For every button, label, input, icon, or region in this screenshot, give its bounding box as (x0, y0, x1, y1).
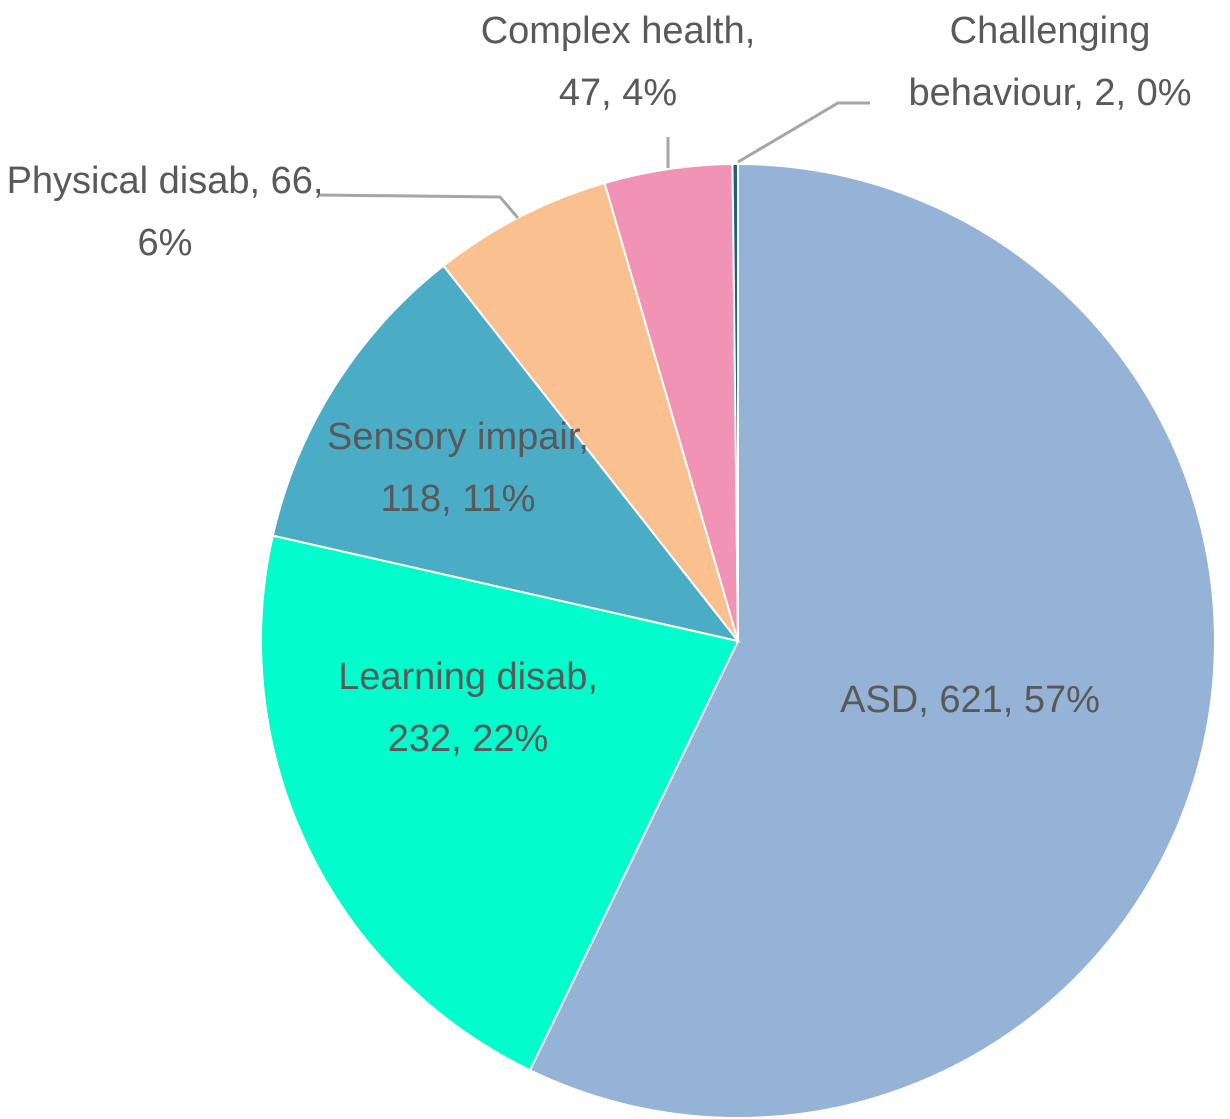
data-label: ASD, 621, 57% (840, 679, 1100, 721)
pie-slice (731, 162, 739, 642)
data-label: Sensory impair, 118, 11% (327, 416, 589, 520)
data-label: Challenging behaviour, 2, 0% (908, 10, 1192, 114)
pie-slice (442, 181, 739, 642)
pie-slice (528, 162, 1216, 1119)
leader-line (737, 101, 870, 164)
data-label: Learning disab, 232, 22% (338, 656, 598, 760)
leader-line (319, 193, 520, 219)
data-label: Complex health, 47, 4% (480, 10, 756, 114)
data-label: Physical disab, 66, 6% (6, 160, 324, 264)
pie-slice (271, 264, 741, 643)
pie-slice (260, 534, 740, 1072)
